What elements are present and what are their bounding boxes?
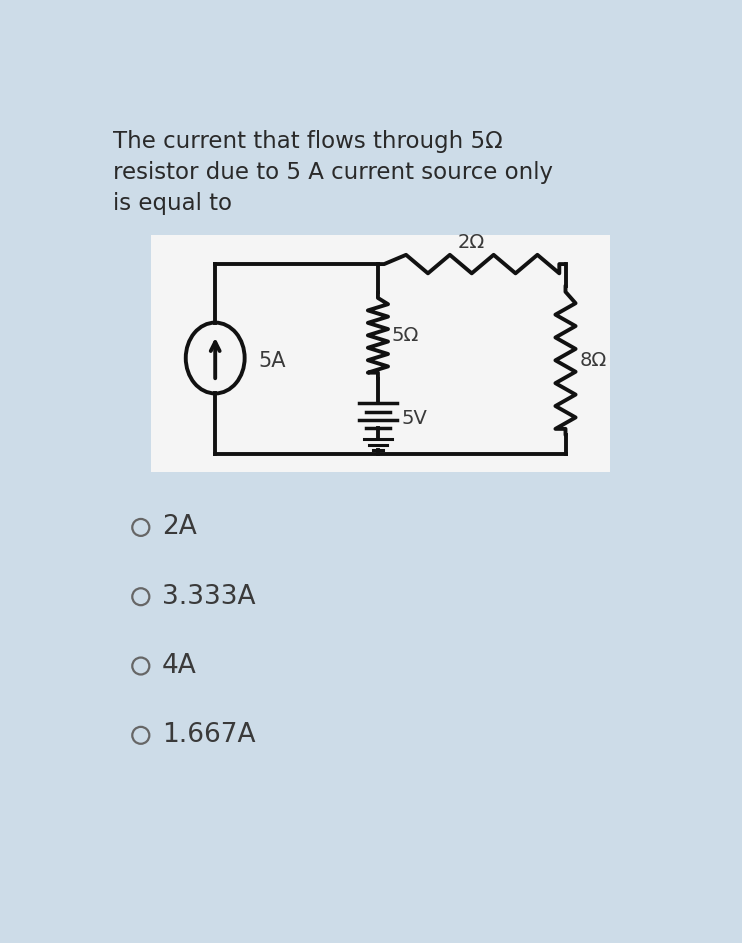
Text: 2A: 2A xyxy=(162,515,197,540)
Circle shape xyxy=(132,588,149,605)
Circle shape xyxy=(132,519,149,536)
Text: 3.333A: 3.333A xyxy=(162,584,255,610)
Circle shape xyxy=(132,727,149,744)
Text: The current that flows through 5Ω
resistor due to 5 A current source only
is equ: The current that flows through 5Ω resist… xyxy=(113,130,553,215)
Text: 4A: 4A xyxy=(162,653,197,679)
Bar xyxy=(151,235,610,472)
Text: 2Ω: 2Ω xyxy=(458,233,485,252)
Text: 1.667A: 1.667A xyxy=(162,722,255,749)
Circle shape xyxy=(132,657,149,674)
Text: 5A: 5A xyxy=(259,351,286,372)
Text: 5Ω: 5Ω xyxy=(392,325,419,345)
Text: 5V: 5V xyxy=(401,409,427,428)
Text: 8Ω: 8Ω xyxy=(580,351,607,370)
